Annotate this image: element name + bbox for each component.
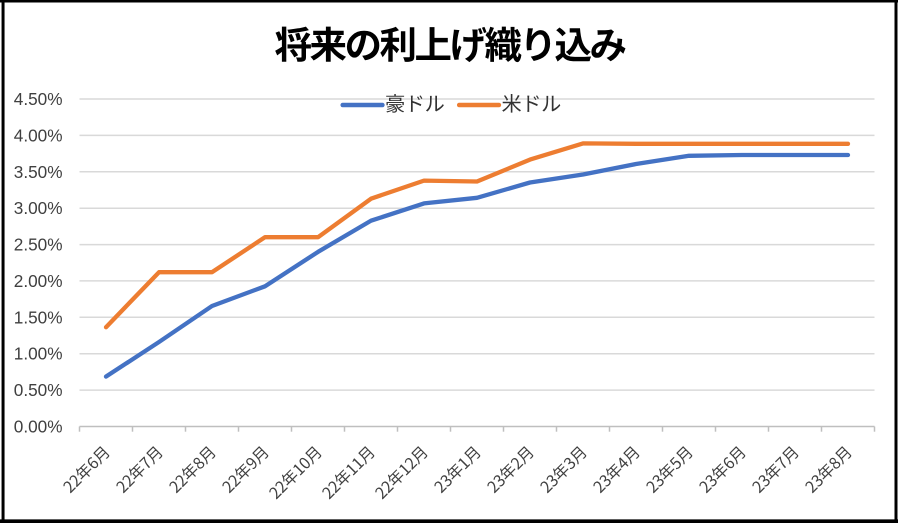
svg-text:4.00%: 4.00% [14,125,63,145]
svg-text:3.50%: 3.50% [14,162,63,182]
svg-text:4.50%: 4.50% [14,89,63,109]
svg-text:2.50%: 2.50% [14,235,63,255]
svg-text:2.00%: 2.00% [14,271,63,291]
svg-text:1.00%: 1.00% [14,344,63,364]
svg-text:0.00%: 0.00% [14,417,63,437]
svg-text:3.00%: 3.00% [14,198,63,218]
svg-text:1.50%: 1.50% [14,307,63,327]
svg-text:0.50%: 0.50% [14,380,63,400]
